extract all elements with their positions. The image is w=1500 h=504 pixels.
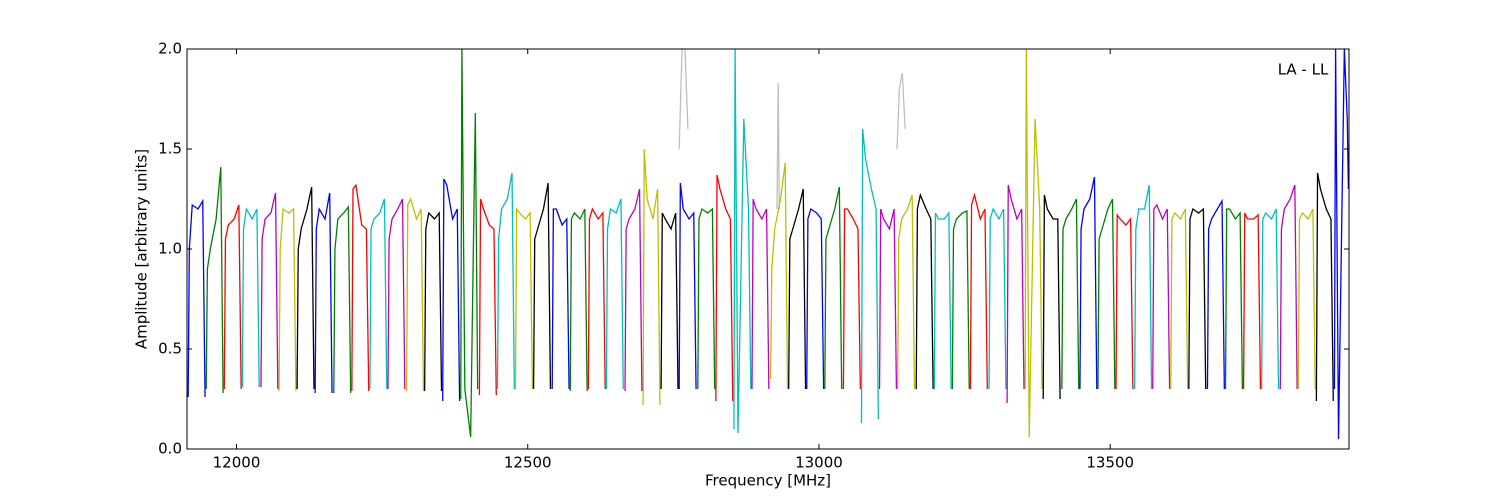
spectrum-line <box>551 208 570 390</box>
spectrum-line <box>733 49 752 434</box>
x-tick-label: 13000 <box>795 454 843 472</box>
spectrum-line <box>1097 198 1116 390</box>
spectrum-line <box>1242 212 1262 390</box>
spectrum-line <box>1333 49 1349 440</box>
spectrum-line <box>241 207 260 388</box>
spectrum-line <box>751 198 770 390</box>
y-tick-label: 1.5 <box>158 140 182 158</box>
spectrum-line <box>1188 207 1207 390</box>
spectrum-line <box>1115 213 1134 390</box>
spectrum-line <box>1170 208 1189 390</box>
spectrum-line <box>296 186 315 390</box>
spectrum-line <box>387 198 406 390</box>
spectrum-line <box>460 49 479 438</box>
spectrum-line <box>514 207 534 390</box>
spectrum-line <box>260 192 279 390</box>
spectrum-line <box>678 182 697 390</box>
spectrum-line <box>1134 184 1153 390</box>
spectrum-line <box>915 192 934 390</box>
spectrum-line <box>896 194 916 390</box>
spectrum-line <box>1079 176 1098 390</box>
spectrum-line <box>697 207 716 390</box>
spectrum-line <box>842 208 861 390</box>
spectrum-line <box>1152 203 1171 390</box>
annotation: LA - LL <box>1278 61 1329 79</box>
x-axis-label: Frequency [MHz] <box>705 472 831 490</box>
plot-lines <box>187 49 1349 440</box>
spectrum-line <box>1061 198 1080 390</box>
spectrum-line <box>205 166 224 394</box>
spectrum-line <box>405 197 425 392</box>
y-axis-label: Amplitude [arbitrary units] <box>133 149 151 349</box>
spectrum-line <box>1042 194 1061 400</box>
spectrum-line <box>678 49 689 150</box>
spectrum-line <box>314 192 333 394</box>
spectrum-line <box>1024 49 1043 438</box>
x-tick-label: 13500 <box>1086 454 1134 472</box>
spectrum-line <box>1315 172 1334 402</box>
spectrum-line <box>624 188 643 392</box>
spectrum-line <box>642 148 661 406</box>
spectrum-line <box>933 211 952 390</box>
spectrum-line <box>1224 208 1244 390</box>
spectrum-line <box>442 178 461 402</box>
y-tick-label: 0.0 <box>158 440 182 458</box>
spectrum-line <box>223 204 242 390</box>
spectrum-line <box>806 207 825 390</box>
spectrum-line <box>788 188 807 390</box>
spectrum-line <box>860 128 880 424</box>
spectrum-line <box>896 72 906 150</box>
spectrum-line <box>1006 184 1025 404</box>
x-tick-label: 12000 <box>213 454 261 472</box>
x-tick-label: 12500 <box>504 454 552 472</box>
spectrum-line <box>369 198 388 390</box>
spectrum-line <box>878 208 898 390</box>
spectrum-line <box>1206 198 1225 390</box>
spectrum-line <box>1297 208 1316 390</box>
spectrum-line <box>769 162 789 390</box>
spectrum-line <box>660 212 679 390</box>
spectrum-line <box>496 172 515 390</box>
spectrum-line <box>351 183 370 392</box>
spectrum-line <box>569 208 588 392</box>
y-tick-label: 1.0 <box>158 240 182 258</box>
spectrum-line <box>333 205 352 394</box>
spectrum-line <box>988 207 1007 390</box>
spectrum-line <box>824 186 843 390</box>
spectrum-line <box>587 207 606 390</box>
spectrum-line <box>605 198 624 390</box>
spectrum-line <box>951 210 970 390</box>
spectrum-line <box>1279 184 1298 390</box>
spectrum-line <box>715 174 734 402</box>
spectrum-line <box>423 211 443 392</box>
y-tick-label: 2.0 <box>158 40 182 58</box>
spectrum-line <box>1260 208 1280 390</box>
spectrum-line <box>532 182 552 390</box>
y-tick-label: 0.5 <box>158 340 182 358</box>
spectrum-line <box>278 207 297 392</box>
spectrum-line <box>187 198 206 398</box>
spectrum-line <box>776 82 781 210</box>
spectrum-line <box>478 198 497 396</box>
spectrum-line <box>969 192 988 390</box>
